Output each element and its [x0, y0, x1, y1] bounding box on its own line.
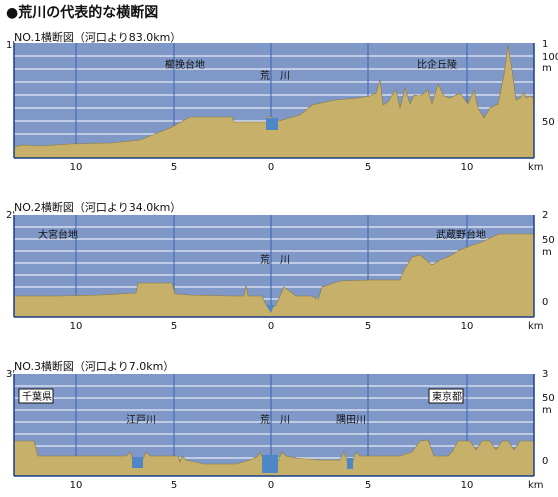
section-2-xtick: 0	[267, 321, 275, 332]
section-3-yunit: m	[542, 405, 552, 416]
section-1-subtitle: NO.1横断図（河口より83.0km）	[14, 31, 182, 44]
section-3-river-water-left	[132, 457, 143, 468]
section-1-corner-label: 1'	[6, 40, 16, 51]
section-2-xtick: 10	[460, 321, 474, 332]
section-3-xtick: 5	[170, 480, 178, 491]
section-1-river-water	[266, 118, 278, 130]
section-1-xtick: 10	[69, 162, 83, 173]
section-3-xtick: 0	[267, 480, 275, 491]
section-2-corner-label: 2'	[6, 210, 16, 221]
section-1-right-label: 1	[542, 39, 549, 50]
section-1-xtick: 0	[267, 162, 275, 173]
section-1-yunit: m	[542, 63, 552, 74]
section-1-label-left-area: 櫛挽台地	[165, 58, 205, 71]
section-2-ytick-0: 0	[542, 297, 549, 308]
section-3-label-river-right: 隅田川	[336, 414, 366, 426]
section-2-yunit: m	[542, 247, 552, 258]
section-3-xtick: 5	[364, 480, 372, 491]
section-3-corner-label: 3'	[6, 369, 16, 380]
section-1-label-right-area: 比企丘陵	[417, 58, 457, 71]
section-2-subtitle: NO.2横断図（河口より34.0km）	[14, 201, 182, 214]
section-1-xunit: km	[528, 162, 544, 173]
section-3-right-label: 3	[542, 369, 549, 380]
section-3-xunit: km	[528, 480, 544, 491]
section-2-label-left-area: 大宮台地	[38, 228, 78, 241]
page-title: ●荒川の代表的な横断図	[6, 5, 159, 21]
section-3-river-water-center	[262, 455, 278, 473]
section-3-left-box	[18, 388, 54, 404]
section-2-right-label: 2	[542, 210, 549, 221]
section-3-xtick: 10	[460, 480, 474, 491]
section-3-ytick-50: 50	[542, 393, 555, 404]
section-1-ground	[13, 44, 535, 159]
section-2-ytick-50: 50	[542, 235, 555, 246]
section-2-xunit: km	[528, 321, 544, 332]
section-3-river-water-right	[347, 458, 353, 469]
section-1-xtick: 5	[364, 162, 372, 173]
section-2-label-river: 荒 川	[260, 254, 290, 266]
section-3-label-river: 荒 川	[260, 414, 290, 426]
section-3-right-box	[428, 388, 464, 404]
section-3-subtitle: NO.3横断図（河口より7.0km）	[14, 360, 175, 373]
section-3-label-right-box: 東京都	[432, 390, 462, 403]
section-1-xtick: 5	[170, 162, 178, 173]
section-1-ytick-50: 50	[542, 117, 555, 128]
section-3-label-left-box: 千葉県	[22, 390, 52, 403]
section-2-label-right-area: 武蔵野台地	[436, 228, 486, 241]
section-2-river-water	[266, 305, 274, 313]
section-2-xtick: 5	[170, 321, 178, 332]
section-3-ytick-0: 0	[542, 456, 549, 467]
section-2-panel: 大宮台地 荒 川 武蔵野台地	[13, 215, 535, 318]
section-3-panel: 千葉県 東京都 江戸川 荒 川 隅田川	[13, 374, 535, 477]
section-3-xtick: 10	[69, 480, 83, 491]
section-1-label-river: 荒 川	[260, 70, 290, 82]
section-3-label-river-left: 江戸川	[126, 414, 156, 426]
section-1-xtick: 10	[460, 162, 474, 173]
section-1-ytick-100: 100	[542, 52, 558, 63]
section-2-xtick: 10	[69, 321, 83, 332]
section-2-ground	[13, 233, 535, 318]
section-1-panel: 櫛挽台地 荒 川 比企丘陵	[13, 43, 535, 159]
section-2-xtick: 5	[364, 321, 372, 332]
